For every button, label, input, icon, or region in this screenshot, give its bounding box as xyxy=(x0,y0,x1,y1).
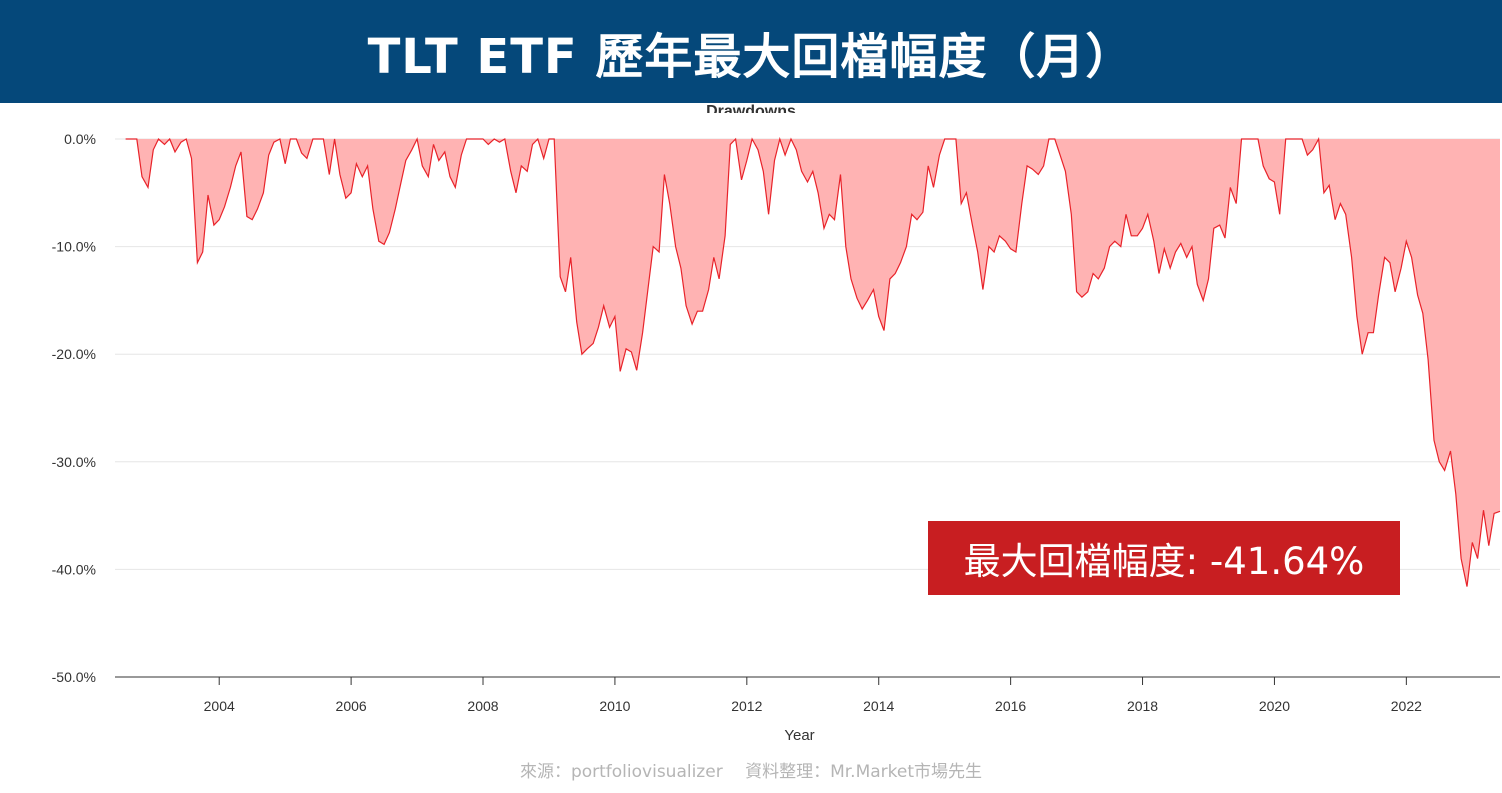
chart-title: Drawdowns xyxy=(706,103,796,113)
drawdown-line xyxy=(125,136,1501,587)
y-tick-label: -20.0% xyxy=(52,346,96,362)
x-tick-label: 2020 xyxy=(1259,698,1290,714)
y-tick-label: -50.0% xyxy=(52,669,96,685)
x-axis: 2004 2006 2008 2010 2012 2014 2016 2018 2020 2022 xyxy=(204,677,1422,714)
chart-title-clip: Drawdowns xyxy=(0,103,1502,113)
grid-lines xyxy=(115,138,1500,678)
page-title: TLT ETF 歷年最大回檔幅度（月） xyxy=(367,28,1135,85)
x-tick-label: 2004 xyxy=(204,698,235,714)
x-axis-title: Year xyxy=(784,727,814,744)
x-tick-label: 2016 xyxy=(995,698,1026,714)
x-tick-label: 2018 xyxy=(1127,698,1158,714)
x-tick-label: 2008 xyxy=(467,698,498,714)
x-tick-label: 2014 xyxy=(863,698,894,714)
max-drawdown-callout: 最大回檔幅度: -41.64% xyxy=(928,521,1400,595)
max-drawdown-text: 最大回檔幅度: -41.64% xyxy=(963,540,1365,583)
y-tick-label: -30.0% xyxy=(52,454,96,470)
y-tick-label: -10.0% xyxy=(52,239,96,255)
source-footer: 來源：portfoliovisualizer 資料整理：Mr.Market市場先… xyxy=(0,757,1502,782)
y-tick-label: -40.0% xyxy=(52,561,96,577)
y-axis: 0.0% -10.0% -20.0% -30.0% -40.0% -50.0% xyxy=(52,131,96,685)
title-banner: TLT ETF 歷年最大回檔幅度（月） xyxy=(0,0,1502,103)
drawdown-area xyxy=(125,139,1501,587)
x-tick-label: 2012 xyxy=(731,698,762,714)
x-tick-label: 2010 xyxy=(599,698,630,714)
source-text: 來源：portfoliovisualizer 資料整理：Mr.Market市場先… xyxy=(519,762,983,782)
y-tick-label: 0.0% xyxy=(64,131,96,147)
x-tick-label: 2006 xyxy=(336,698,367,714)
x-tick-label: 2022 xyxy=(1391,698,1422,714)
